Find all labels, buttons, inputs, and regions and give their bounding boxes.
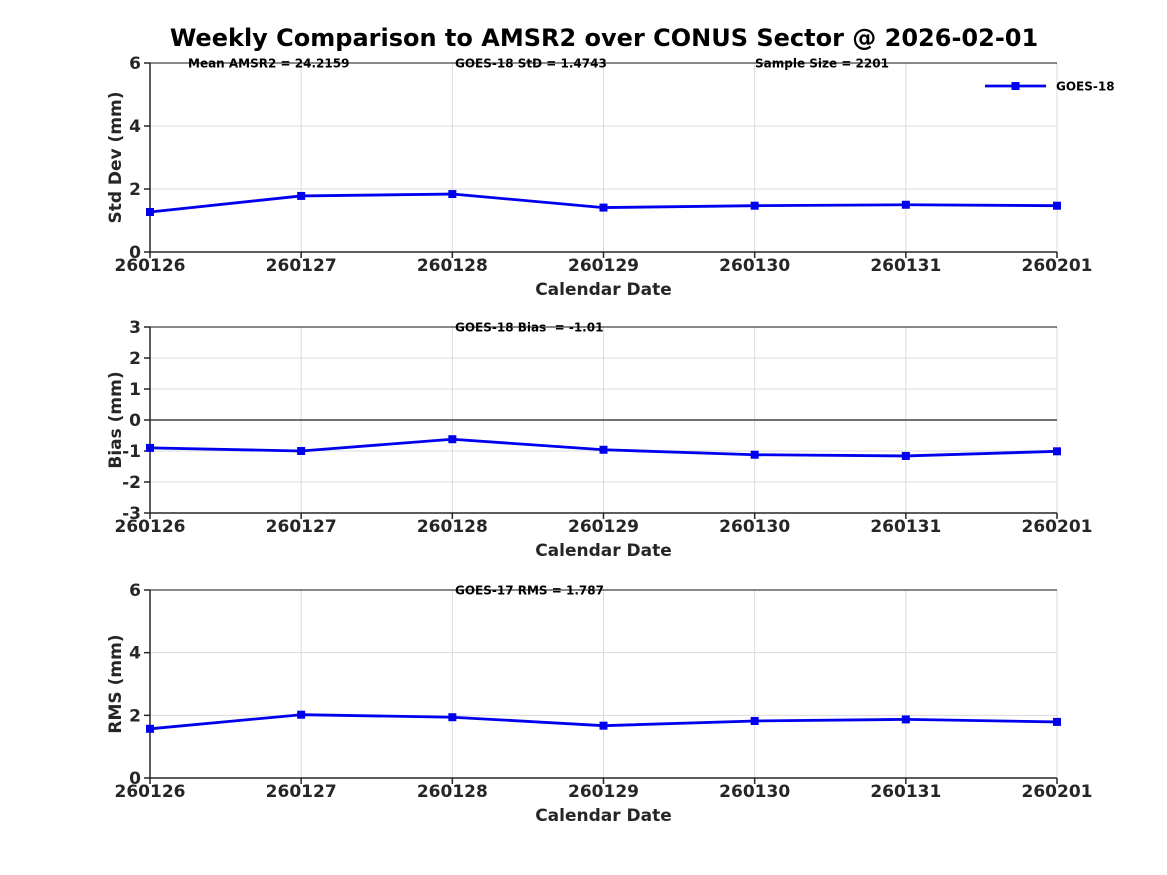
x-tick-label: 260130 xyxy=(719,256,790,276)
y-tick-label: 3 xyxy=(129,318,141,338)
y-tick-label: 0 xyxy=(129,411,141,431)
data-point-marker xyxy=(599,445,608,454)
x-tick-label: 260128 xyxy=(417,517,488,537)
x-tick-label: 260131 xyxy=(870,782,941,802)
x-tick-label: 260127 xyxy=(266,256,337,276)
annotation-text: GOES-18 StD = 1.4743 xyxy=(455,57,607,71)
x-tick-label: 260130 xyxy=(719,782,790,802)
y-axis-label: Bias (mm) xyxy=(106,371,126,468)
x-tick-label: 260131 xyxy=(870,517,941,537)
y-axis-label: RMS (mm) xyxy=(106,634,126,733)
x-tick-label: 260201 xyxy=(1022,256,1093,276)
x-tick-label: 260130 xyxy=(719,517,790,537)
x-tick-label: 260127 xyxy=(266,782,337,802)
legend-marker xyxy=(1011,82,1020,90)
chart-title: Weekly Comparison to AMSR2 over CONUS Se… xyxy=(170,24,1038,52)
x-tick-label: 260201 xyxy=(1022,782,1093,802)
data-point-marker xyxy=(901,200,910,209)
y-tick-label: -1 xyxy=(122,442,141,462)
x-axis-label: Calendar Date xyxy=(535,541,672,561)
data-point-marker xyxy=(1053,201,1061,210)
x-axis-label: Calendar Date xyxy=(535,280,672,300)
data-point-marker xyxy=(599,721,608,730)
y-tick-label: 2 xyxy=(129,349,141,369)
data-point-marker xyxy=(750,201,759,210)
data-point-marker xyxy=(750,450,759,459)
y-tick-label: 6 xyxy=(129,581,141,601)
x-axis-label: Calendar Date xyxy=(535,806,672,826)
data-point-marker xyxy=(901,715,910,724)
annotation-text: Sample Size = 2201 xyxy=(755,57,889,71)
x-tick-label: 260126 xyxy=(115,256,186,276)
y-tick-label: 2 xyxy=(129,706,141,726)
data-point-marker xyxy=(448,435,457,444)
data-point-marker xyxy=(297,710,306,719)
x-tick-label: 260126 xyxy=(115,517,186,537)
y-tick-label: 6 xyxy=(129,54,141,74)
x-tick-label: 260126 xyxy=(115,782,186,802)
x-tick-label: 260131 xyxy=(870,256,941,276)
y-tick-label: 4 xyxy=(129,117,141,137)
x-tick-label: 260129 xyxy=(568,782,639,802)
annotation-text: GOES-17 RMS = 1.787 xyxy=(455,584,604,598)
y-tick-label: -2 xyxy=(122,473,141,493)
y-tick-label: 1 xyxy=(129,380,141,400)
y-axis-label: Std Dev (mm) xyxy=(106,91,126,223)
data-point-marker xyxy=(146,207,154,216)
data-point-marker xyxy=(146,724,154,733)
data-point-marker xyxy=(448,713,457,722)
data-point-marker xyxy=(599,203,608,212)
x-tick-label: 260129 xyxy=(568,517,639,537)
y-tick-label: 0 xyxy=(129,769,141,789)
x-tick-label: 260128 xyxy=(417,782,488,802)
x-tick-label: 260201 xyxy=(1022,517,1093,537)
data-point-marker xyxy=(448,190,457,199)
data-point-marker xyxy=(146,443,154,452)
annotation-text: Mean AMSR2 = 24.2159 xyxy=(188,57,349,71)
data-point-marker xyxy=(1053,447,1061,456)
x-tick-label: 260127 xyxy=(266,517,337,537)
y-tick-label: 2 xyxy=(129,180,141,200)
y-tick-label: 4 xyxy=(129,644,141,664)
data-point-marker xyxy=(750,716,759,725)
data-point-marker xyxy=(297,447,306,455)
y-tick-label: 0 xyxy=(129,243,141,263)
annotation-text: GOES-18 Bias = -1.01 xyxy=(455,321,603,335)
legend-label: GOES-18 xyxy=(1056,80,1115,94)
data-point-marker xyxy=(1053,717,1061,726)
data-point-marker xyxy=(901,451,910,460)
y-tick-label: -3 xyxy=(122,504,141,524)
x-tick-label: 260128 xyxy=(417,256,488,276)
data-point-marker xyxy=(297,191,306,200)
x-tick-label: 260129 xyxy=(568,256,639,276)
